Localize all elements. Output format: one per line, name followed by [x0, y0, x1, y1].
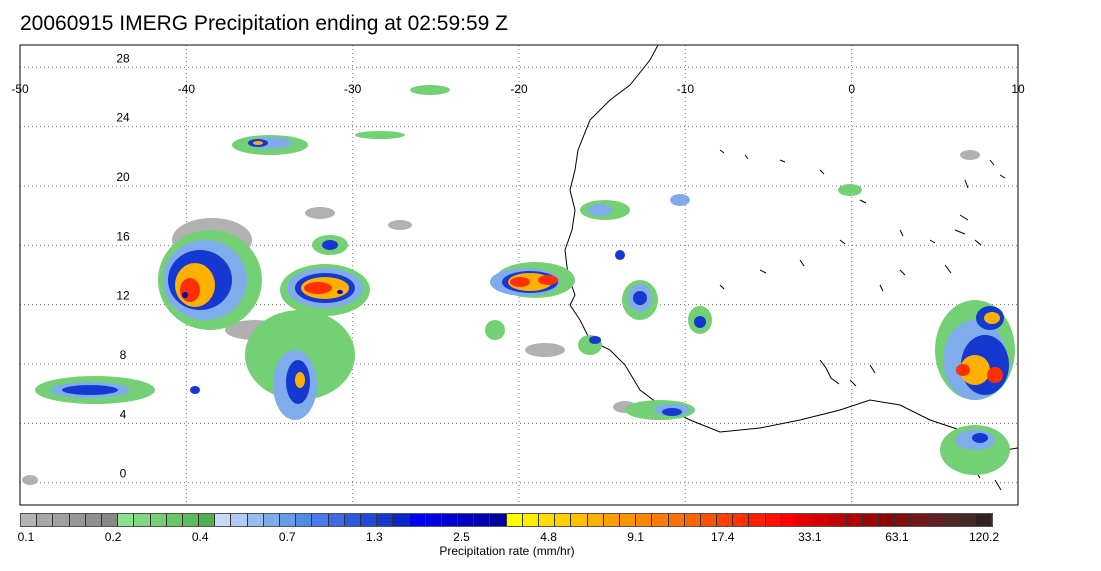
lon-tick-label: -50 [11, 82, 29, 96]
lat-tick-label: 16 [116, 229, 130, 243]
colorbar-swatch [943, 514, 960, 526]
colorbar-swatch [441, 514, 459, 526]
colorbar-swatch [522, 514, 539, 526]
lon-tick-label: 10 [1011, 82, 1025, 96]
colorbar-swatch [717, 514, 734, 526]
colorbar-swatch [830, 514, 847, 526]
colorbar-title: Precipitation rate (mm/hr) [439, 544, 575, 558]
map-title: 20060915 IMERG Precipitation ending at 0… [20, 12, 508, 35]
colorbar-tick-label: 17.4 [711, 530, 735, 544]
colorbar-tick-label: 2.5 [453, 530, 470, 544]
colorbar-swatch [587, 514, 604, 526]
colorbar-swatch [781, 514, 798, 526]
colorbar-swatch [166, 514, 183, 526]
colorbar-swatch [636, 514, 653, 526]
colorbar-swatch [571, 514, 588, 526]
colorbar-swatch [814, 514, 831, 526]
colorbar-tick-label: 63.1 [885, 530, 909, 544]
lat-tick-label: 20 [116, 170, 130, 184]
lat-tick-label: 8 [120, 348, 127, 362]
colorbar-swatch [118, 514, 135, 526]
colorbar-swatch [555, 514, 572, 526]
colorbar [20, 513, 994, 527]
colorbar-tick-label: 0.4 [191, 530, 209, 544]
lon-tick-label: -20 [510, 82, 528, 96]
colorbar-swatch [360, 514, 378, 526]
colorbar-tick-label: 4.8 [540, 530, 557, 544]
colorbar-tick-label: 0.7 [278, 530, 296, 544]
colorbar-tick-label: 0.1 [17, 530, 35, 544]
colorbar-swatch [409, 514, 426, 526]
colorbar-swatch [37, 514, 54, 526]
colorbar-swatch [603, 514, 620, 526]
colorbar-swatch [539, 514, 556, 526]
colorbar-swatch [344, 514, 361, 526]
colorbar-swatch [231, 514, 248, 526]
colorbar-swatch [668, 514, 685, 526]
colorbar-swatch [69, 514, 86, 526]
lat-tick-label: 0 [120, 467, 127, 481]
colorbar-swatch [296, 514, 313, 526]
colorbar-swatch [490, 514, 507, 526]
colorbar-swatch [862, 514, 879, 526]
colorbar-swatch [700, 514, 718, 526]
colorbar-tick-label: 9.1 [627, 530, 644, 544]
colorbar-swatch [85, 514, 102, 526]
axis-tick-labels: -50 -40 -30 -20 -10 0 10 28 24 20 16 12 8 4 0 [11, 51, 1025, 480]
lat-tick-label: 12 [116, 289, 130, 303]
colorbar-swatch [652, 514, 669, 526]
colorbar-swatch [911, 514, 928, 526]
colorbar-swatch [798, 514, 815, 526]
colorbar-swatch [749, 514, 766, 526]
colorbar-tick-label: 1.3 [366, 530, 383, 544]
lon-tick-label: -10 [677, 82, 695, 96]
colorbar-swatch [765, 514, 782, 526]
colorbar-swatch [474, 514, 491, 526]
lat-tick-label: 4 [120, 407, 127, 421]
colorbar-swatch [247, 514, 264, 526]
colorbar-swatch [134, 514, 151, 526]
map-frame [19, 44, 1019, 506]
lat-tick-label: 28 [116, 51, 130, 65]
colorbar-swatch [458, 514, 475, 526]
precipitation-layer [22, 45, 1018, 491]
colorbar-swatch [959, 514, 977, 526]
colorbar-swatch [215, 514, 232, 526]
colorbar-tick-label: 0.2 [104, 530, 122, 544]
colorbar-tick-label: 33.1 [798, 530, 822, 544]
colorbar-swatch [263, 514, 280, 526]
colorbar-swatch [101, 514, 119, 526]
colorbar-swatch [846, 514, 863, 526]
lon-tick-label: -30 [344, 82, 362, 96]
colorbar-swatch [976, 514, 993, 526]
colorbar-swatch [182, 514, 200, 526]
lat-tick-label: 24 [116, 111, 130, 125]
colorbar-swatch [733, 514, 750, 526]
colorbar-swatch [21, 514, 38, 526]
colorbar-swatch [312, 514, 329, 526]
colorbar-swatch [377, 514, 394, 526]
colorbar-swatch [506, 514, 523, 526]
colorbar-swatch [199, 514, 216, 526]
colorbar-swatch [393, 514, 410, 526]
colorbar-tick-label: 120.2 [968, 530, 1000, 544]
colorbar-swatch [684, 514, 701, 526]
colorbar-swatch [150, 514, 167, 526]
colorbar-swatch [927, 514, 944, 526]
lon-tick-label: -40 [178, 82, 196, 96]
colorbar-swatch [895, 514, 912, 526]
colorbar-swatch [619, 514, 637, 526]
colorbar-swatch [53, 514, 70, 526]
colorbar-swatch [280, 514, 297, 526]
lon-tick-label: 0 [848, 82, 855, 96]
colorbar-swatch [878, 514, 896, 526]
colorbar-swatch [425, 514, 442, 526]
colorbar-swatch [328, 514, 345, 526]
